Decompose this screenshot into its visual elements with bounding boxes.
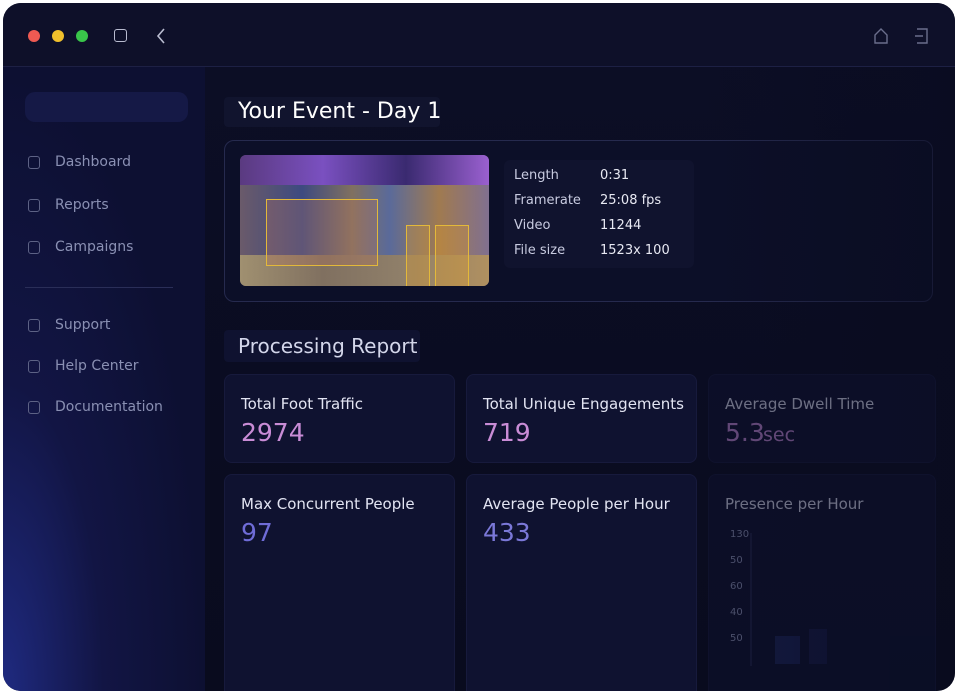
sidebar-divider (25, 287, 173, 288)
card-label: Total Foot Traffic (241, 395, 363, 413)
title-backdrop (224, 97, 440, 127)
info-value: 11244 (600, 218, 642, 233)
nav-icon (28, 156, 40, 169)
nav-item[interactable]: Campaigns (55, 239, 134, 255)
maximize-button[interactable] (76, 30, 88, 42)
nav-icon (28, 199, 40, 212)
sidebar-toggle[interactable] (114, 29, 127, 42)
close-button[interactable] (28, 30, 40, 42)
info-value: 25:08 fps (600, 193, 662, 208)
video-thumbnail[interactable] (240, 155, 489, 286)
metric-card[interactable] (708, 474, 936, 691)
nav-item[interactable]: Documentation (55, 399, 163, 415)
card-value: 5.3 (725, 418, 765, 447)
chart-tick-label: 60 (730, 581, 743, 592)
home-button[interactable] (873, 27, 889, 45)
metric-card[interactable] (466, 374, 697, 463)
card-value: 2974 (241, 418, 305, 447)
nav-item[interactable]: Reports (55, 197, 109, 213)
metric-card[interactable] (466, 474, 697, 691)
nav-item[interactable]: Support (55, 317, 111, 333)
logout-button[interactable] (913, 27, 929, 45)
back-button[interactable] (154, 27, 168, 45)
report-title: Processing Report (238, 334, 418, 358)
chart-tick-label: 50 (730, 555, 743, 566)
minimize-button[interactable] (52, 30, 64, 42)
info-label: Video (514, 218, 551, 233)
info-label: File size (514, 243, 566, 258)
event-title: Your Event - Day 1 (238, 99, 442, 124)
nav-icon (28, 241, 40, 254)
nav-item[interactable]: Dashboard (55, 154, 131, 170)
info-value: 0:31 (600, 168, 630, 183)
report-title-backdrop (224, 330, 420, 362)
card-value: 433 (483, 518, 531, 547)
nav-icon (28, 319, 40, 332)
card-label: Average Dwell Time (725, 395, 875, 413)
card-unit: sec (763, 424, 796, 446)
card-label: Average People per Hour (483, 495, 670, 513)
title-bar (3, 3, 955, 67)
card-label: Total Unique Engagements (483, 395, 684, 413)
nav-item[interactable]: Help Center (55, 358, 139, 374)
card-value: 97 (241, 518, 273, 547)
search-box[interactable] (25, 92, 188, 122)
nav-icon (28, 360, 40, 373)
info-label: Framerate (514, 193, 581, 208)
video-info-box (504, 160, 694, 268)
info-label: Length (514, 168, 559, 183)
chart-tick-label: 40 (730, 607, 743, 618)
info-value: 1523x 100 (600, 243, 670, 258)
metric-card[interactable] (224, 474, 455, 691)
card-label: Max Concurrent People (241, 495, 415, 513)
nav-icon (28, 401, 40, 414)
metric-card[interactable] (708, 374, 936, 463)
chart-tick-label: 50 (730, 633, 743, 644)
metric-card[interactable] (224, 374, 455, 463)
chart-tick-label: 130 (730, 529, 750, 540)
card-label: Presence per Hour (725, 495, 864, 513)
sidebar (3, 67, 205, 691)
card-value: 719 (483, 418, 531, 447)
app-window: Your Event - Day 1 Processing Report Das… (3, 3, 955, 691)
